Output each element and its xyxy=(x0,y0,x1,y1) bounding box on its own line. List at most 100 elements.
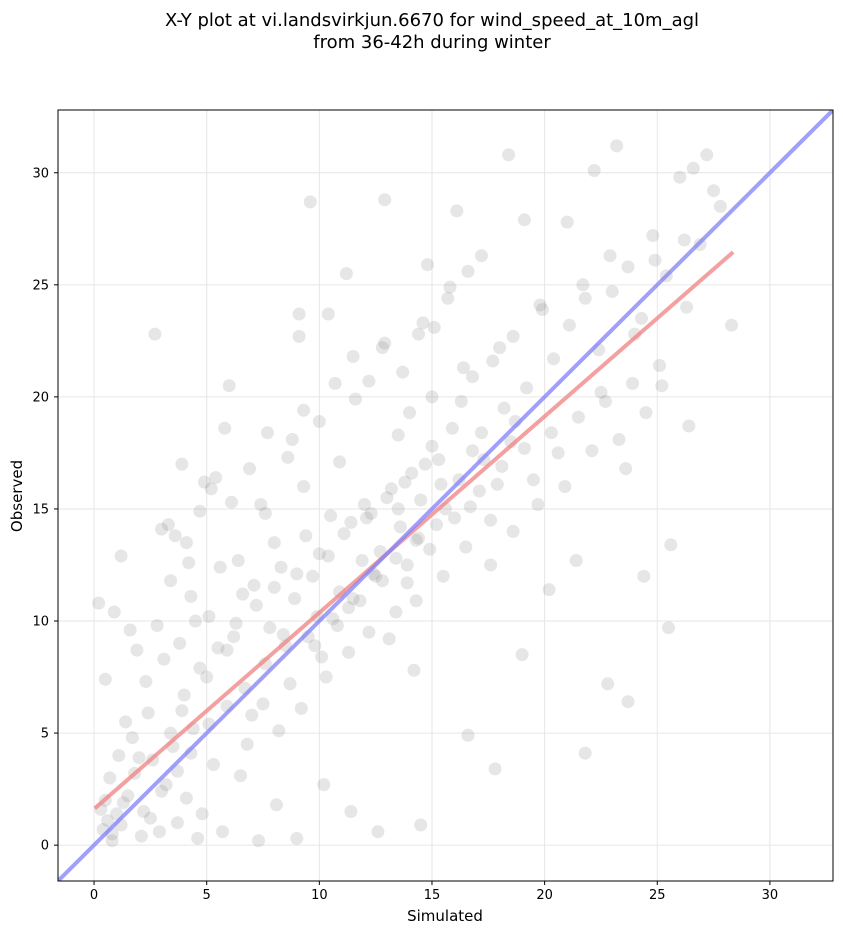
scatter-point xyxy=(216,825,229,839)
scatter-point xyxy=(380,491,394,505)
scatter-point xyxy=(626,376,639,390)
scatter-point xyxy=(662,621,675,635)
scatter-point xyxy=(407,663,421,677)
scatter-point xyxy=(414,818,428,832)
scatter-point xyxy=(281,450,295,464)
scatter-point xyxy=(285,433,299,446)
scatter-point xyxy=(243,462,256,476)
x-tick-label: 15 xyxy=(424,888,441,903)
scatter-point xyxy=(272,724,286,738)
scatter-point xyxy=(445,421,459,435)
scatter-point xyxy=(252,834,265,848)
scatter-point xyxy=(161,518,175,532)
scatter-point xyxy=(234,769,247,783)
scatter-point xyxy=(526,473,540,487)
scatter-point xyxy=(677,233,691,247)
scatter-point xyxy=(342,601,356,615)
scatter-point xyxy=(707,184,721,198)
scatter-point xyxy=(558,480,572,493)
x-axis-ticks: 0 5 10 15 20 25 30 xyxy=(90,881,778,903)
scatter-point xyxy=(418,457,432,471)
scatter-point xyxy=(375,574,389,588)
scatter-point xyxy=(312,547,326,561)
scatter-point xyxy=(472,484,486,498)
scatter-point xyxy=(378,336,392,350)
scatter-point xyxy=(179,536,193,550)
scatter-point xyxy=(461,264,475,278)
identity-line xyxy=(58,110,833,881)
scatter-point xyxy=(155,522,169,536)
y-tick-label: 20 xyxy=(32,390,49,405)
scatter-point xyxy=(157,652,171,666)
scatter-point xyxy=(346,350,360,363)
scatter-point xyxy=(423,542,437,556)
scatter-point xyxy=(441,291,455,305)
scatter-point xyxy=(292,307,306,321)
scatter-point xyxy=(635,311,648,325)
scatter-point xyxy=(134,829,148,843)
scatter-point xyxy=(486,354,500,368)
scatter-point xyxy=(207,758,220,771)
scatter-point xyxy=(220,643,234,657)
scatter-point xyxy=(141,706,155,720)
scatter-point xyxy=(321,307,335,321)
chart-subtitle: from 36-42h during winter xyxy=(313,32,551,53)
scatter-point xyxy=(303,195,317,209)
y-axis-label: Observed xyxy=(8,460,26,532)
scatter-point xyxy=(603,249,617,263)
scatter-point xyxy=(391,502,405,516)
scatter-point xyxy=(680,300,694,314)
scatter-point xyxy=(506,524,520,538)
scatter-point xyxy=(188,614,202,628)
y-tick-label: 30 xyxy=(32,166,49,181)
scatter-point xyxy=(673,170,687,184)
scatter-point xyxy=(258,506,272,520)
scatter-point xyxy=(179,791,193,805)
scatter-point xyxy=(621,695,635,709)
scatter-point xyxy=(484,558,498,572)
scatter-point xyxy=(605,285,619,298)
scatter-point xyxy=(648,253,662,267)
scatter-point xyxy=(321,549,335,563)
scatter-point xyxy=(231,554,245,567)
scatter-point xyxy=(409,533,423,547)
scatter-point xyxy=(107,605,121,619)
scatter-point xyxy=(551,446,565,460)
scatter-point xyxy=(535,303,549,316)
scatter-point xyxy=(544,426,558,440)
scatter-point xyxy=(294,701,308,715)
scatter-point xyxy=(547,352,561,366)
scatter-point xyxy=(576,278,590,292)
scatter-point xyxy=(612,433,626,446)
scatter-point xyxy=(267,536,281,550)
scatter-point xyxy=(398,475,412,489)
scatter-point xyxy=(137,805,151,818)
scatter-point xyxy=(389,605,403,619)
scatter-point xyxy=(599,394,612,408)
scatter-point xyxy=(700,148,714,162)
scatter-points xyxy=(92,139,739,848)
scatter-point xyxy=(434,477,448,491)
y-tick-label: 25 xyxy=(32,278,49,293)
scatter-point xyxy=(637,569,651,583)
scatter-point xyxy=(569,554,583,567)
scatter-point xyxy=(531,498,545,511)
scatter-point xyxy=(159,778,173,792)
scatter-point xyxy=(403,406,416,420)
scatter-point xyxy=(98,672,112,686)
scatter-point xyxy=(263,621,277,635)
y-tick-label: 5 xyxy=(41,727,49,742)
scatter-point xyxy=(421,258,434,272)
scatter-point xyxy=(306,569,320,583)
scatter-point xyxy=(533,298,547,312)
scatter-point xyxy=(497,401,511,415)
scatter-point xyxy=(400,576,414,590)
scatter-point xyxy=(297,480,311,493)
scatter-point xyxy=(114,549,128,563)
scatter-point xyxy=(339,267,353,281)
scatter-point xyxy=(427,320,441,334)
scatter-point xyxy=(288,592,302,606)
scatter-point xyxy=(130,643,144,657)
scatter-point xyxy=(414,493,428,507)
